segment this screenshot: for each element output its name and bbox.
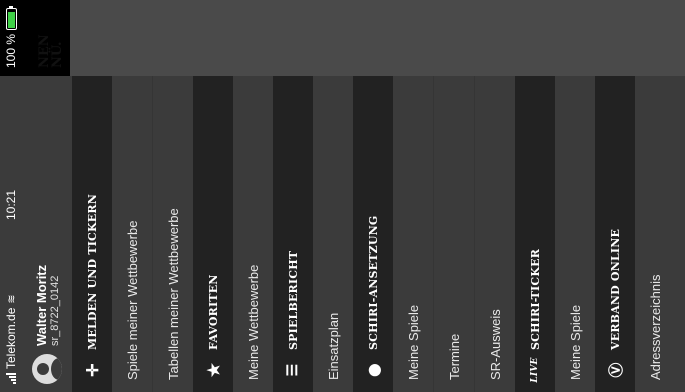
menu-item-meine-wettbewerbe[interactable]: Meine Wettbewerbe bbox=[233, 76, 273, 392]
battery-icon bbox=[5, 8, 17, 30]
section-schiri-ticker: LIVE SCHIRI-TICKER bbox=[515, 76, 555, 392]
section-title: FAVORITEN bbox=[206, 274, 220, 350]
carrier-label: Telekom.de bbox=[4, 307, 18, 369]
avatar-icon bbox=[32, 354, 62, 384]
crosshair-icon: ✛ bbox=[82, 363, 102, 377]
section-favoriten: ★ FAVORITEN bbox=[193, 76, 233, 392]
profile-header[interactable]: Walter Moritz sr_8722_0142 bbox=[22, 76, 72, 392]
report-icon: ☰ bbox=[285, 363, 301, 377]
section-title: SPIELBERICHT bbox=[286, 250, 300, 350]
section-title: SCHIRI-TICKER bbox=[528, 248, 542, 350]
status-left: Telekom.de ≋ bbox=[4, 294, 18, 384]
profile-name: Walter Moritz bbox=[33, 264, 49, 346]
menu-item-ticker-meine-spiele[interactable]: Meine Spiele bbox=[555, 76, 595, 392]
signal-icon bbox=[6, 373, 16, 384]
section-verband-online: Ⓥ VERBAND ONLINE bbox=[595, 76, 635, 392]
menu-item-termine[interactable]: Termine bbox=[433, 76, 474, 392]
side-menu: Walter Moritz sr_8722_0142 ✛ MELDEN UND … bbox=[0, 76, 685, 392]
menu-item-tabellen-meiner-wettbewerbe[interactable]: Tabellen meiner Wettbewerbe bbox=[152, 76, 193, 392]
status-right: 100 % bbox=[4, 8, 18, 68]
section-schiri-ansetzung: ● SCHIRI-ANSETZUNG bbox=[353, 76, 393, 392]
star-icon: ★ bbox=[203, 362, 223, 378]
section-title: MELDEN UND TICKERN bbox=[85, 194, 99, 350]
overlay-line-2: NÜ. bbox=[50, 41, 65, 68]
menu-item-sr-ausweis[interactable]: SR-Ausweis bbox=[474, 76, 515, 392]
live-icon: LIVE bbox=[530, 357, 540, 383]
section-spielbericht: ☰ SPIELBERICHT bbox=[273, 76, 313, 392]
menu-item-adressverzeichnis[interactable]: Adressverzeichnis bbox=[635, 76, 675, 392]
wifi-icon: ≋ bbox=[5, 294, 18, 304]
menu-item-spiele-meiner-wettbewerbe[interactable]: Spiele meiner Wettbewerbe bbox=[112, 76, 152, 392]
menu-item-einsatzplan[interactable]: Einsatzplan bbox=[313, 76, 353, 392]
whistle-icon: ● bbox=[363, 362, 383, 378]
section-title: SCHIRI-ANSETZUNG bbox=[366, 215, 380, 350]
section-melden-und-tickern: ✛ MELDEN UND TICKERN bbox=[72, 76, 112, 392]
section-title: VERBAND ONLINE bbox=[608, 228, 622, 350]
verband-logo-icon: Ⓥ bbox=[606, 362, 625, 378]
menu-item-meine-spiele[interactable]: Meine Spiele bbox=[393, 76, 433, 392]
status-time: 10:21 bbox=[4, 189, 18, 220]
status-bar: Telekom.de ≋ 10:21 100 % bbox=[0, 0, 22, 392]
battery-percent: 100 % bbox=[4, 34, 18, 69]
overlay-text: NEN NÜ. bbox=[37, 34, 65, 68]
dimmed-content-overlay[interactable]: NEN NÜ. bbox=[0, 0, 685, 76]
profile-id: sr_8722_0142 bbox=[48, 275, 61, 346]
profile-text: Walter Moritz sr_8722_0142 bbox=[34, 265, 61, 346]
